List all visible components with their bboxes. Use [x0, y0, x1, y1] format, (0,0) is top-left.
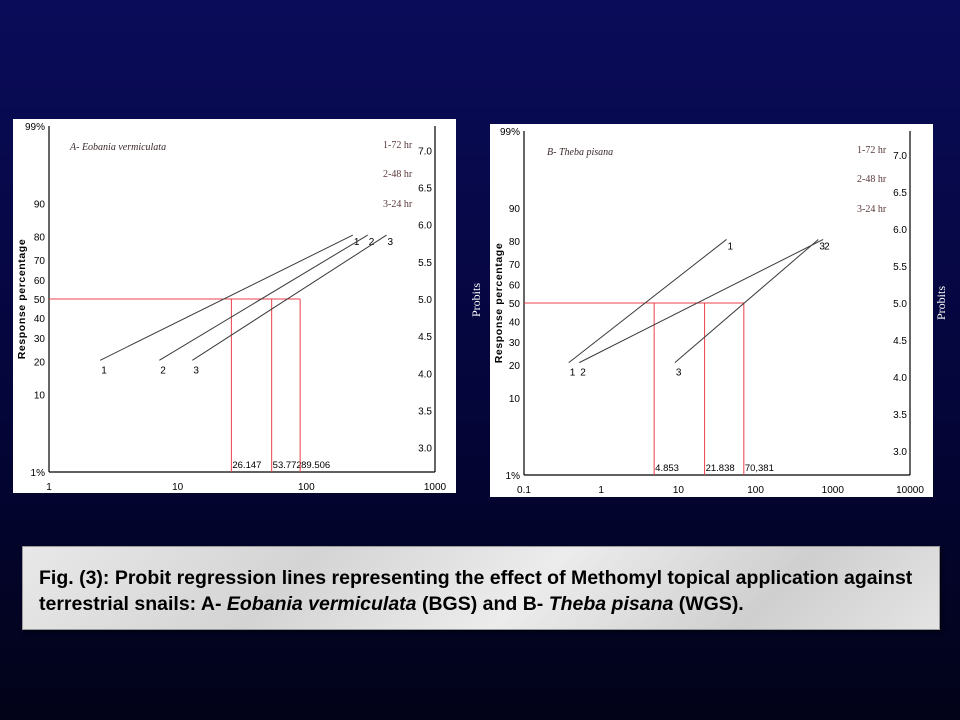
y-tick-label: 40 [34, 314, 46, 325]
y2-tick-label: 7.0 [893, 151, 907, 162]
series-end-label: 2 [369, 237, 375, 248]
series-line-1 [568, 239, 727, 364]
x-tick-label: 100 [747, 485, 764, 496]
y2-tick-label: 5.5 [418, 258, 432, 269]
chart-panel-a: 1% 10 20 30 40 50 60 70 80 90 99% 3.0 3.5 4.0 4.5 5.0 5.… [13, 119, 456, 493]
probit-chart-b: 1% 10 20 30 40 50 60 70 80 90 99% 3.0 3.5 4.0 4.5 5.0 5.… [490, 124, 933, 497]
caption-prefix: Fig. (3): Probit regression lines repres… [39, 567, 913, 615]
y2-tick-label: 7.0 [418, 146, 432, 157]
x-tick-label: 1 [598, 485, 604, 496]
y2-tick-label: 5.0 [418, 295, 432, 306]
series-end-label: 2 [824, 241, 830, 252]
legend-entry: 2-48 hr [383, 169, 413, 180]
chart-panel-b: 1% 10 20 30 40 50 60 70 80 90 99% 3.0 3.5 4.0 4.5 5.0 5.… [490, 124, 933, 497]
series-end-label: 3 [819, 241, 825, 252]
y2-tick-label: 6.5 [893, 188, 907, 199]
y2-tick-label: 4.0 [893, 373, 907, 384]
y2-axis-label: Probits [934, 286, 948, 321]
y-tick-label: 99% [25, 122, 45, 133]
series-start-label: 2 [160, 365, 166, 376]
series-line-2 [159, 234, 368, 361]
y-tick-label: 80 [34, 232, 46, 243]
x-tick-label: 10 [673, 485, 685, 496]
y-tick-label: 90 [34, 200, 46, 211]
series-end-label: 1 [728, 241, 734, 252]
y2-tick-label: 3.5 [893, 410, 907, 421]
y2-tick-label: 3.0 [893, 447, 907, 458]
lc50-value-label: 89.506 [301, 460, 330, 471]
legend-entry: 1-72 hr [857, 145, 887, 156]
chart-title: A- Eobania vermiculata [69, 142, 166, 153]
y-tick-label: 70 [509, 260, 521, 271]
y2-tick-label: 4.5 [893, 336, 907, 347]
legend-entry: 1-72 hr [383, 140, 413, 151]
legend-entry: 3-24 hr [383, 199, 413, 210]
y2-tick-label: 3.0 [418, 444, 432, 455]
y2-tick-label: 6.0 [418, 221, 432, 232]
y-tick-label: 20 [34, 358, 46, 369]
caption-species-a: Eobania vermiculata [226, 593, 417, 615]
y-tick-label: 30 [34, 334, 46, 345]
y-tick-label: 10 [34, 390, 46, 401]
figure-caption: Fig. (3): Probit regression lines repres… [22, 546, 940, 630]
series-line-3 [674, 239, 819, 364]
y-tick-label: 80 [509, 237, 521, 248]
series-line-1 [99, 234, 354, 361]
x-tick-label: 1000 [424, 482, 447, 493]
series-start-label: 3 [193, 365, 199, 376]
y2-tick-label: 6.0 [893, 225, 907, 236]
y2-tick-label: 4.5 [418, 332, 432, 343]
y-axis-label: Response percentage [16, 239, 28, 360]
y-axis-label: Response percentage [493, 243, 505, 364]
y-tick-label: 40 [509, 318, 521, 329]
lc50-value-label: 4.853 [655, 463, 679, 474]
y-tick-label: 99% [500, 127, 520, 138]
caption-species-b: Theba pisana [548, 593, 674, 615]
lc50-value-label: 70,381 [745, 463, 774, 474]
y-tick-label: 90 [509, 204, 521, 215]
y-tick-label: 60 [34, 276, 46, 287]
caption-suffix: (WGS). [673, 593, 744, 615]
series-line-3 [192, 234, 387, 361]
series-start-label: 1 [570, 368, 576, 379]
lc50-value-label: 26.147 [232, 460, 261, 471]
lc50-value-label: 21.838 [706, 463, 735, 474]
y2-axis-label: Probits [469, 283, 483, 318]
probit-chart-a: 1% 10 20 30 40 50 60 70 80 90 99% 3.0 3.5 4.0 4.5 5.0 5.… [13, 119, 456, 493]
x-tick-label: 1 [46, 482, 52, 493]
x-tick-label: 10000 [896, 485, 924, 496]
x-tick-label: 100 [298, 482, 315, 493]
chart-background [490, 124, 933, 497]
y-tick-label: 10 [509, 394, 521, 405]
y-tick-label: 50 [509, 299, 521, 310]
legend-entry: 2-48 hr [857, 174, 887, 185]
y2-tick-label: 4.0 [418, 369, 432, 380]
y2-tick-label: 5.0 [893, 299, 907, 310]
series-line-2 [579, 238, 824, 364]
y-tick-label: 20 [509, 361, 521, 372]
series-start-label: 2 [580, 368, 586, 379]
x-tick-label: 1000 [822, 485, 845, 496]
series-start-label: 3 [676, 368, 682, 379]
lc50-value-label: 53.772 [273, 460, 302, 471]
caption-middle: (BGS) and B- [416, 593, 549, 615]
x-tick-label: 10 [172, 482, 184, 493]
y-tick-label: 60 [509, 280, 521, 291]
chart-title: B- Theba pisana [547, 147, 613, 158]
y-tick-label: 1% [31, 468, 46, 479]
legend-entry: 3-24 hr [857, 204, 887, 215]
y2-tick-label: 3.5 [418, 407, 432, 418]
y-tick-label: 30 [509, 338, 521, 349]
y-tick-label: 70 [34, 256, 46, 267]
chart-background [13, 119, 456, 493]
y2-tick-label: 5.5 [893, 262, 907, 273]
y-tick-label: 50 [34, 295, 46, 306]
series-start-label: 1 [101, 365, 107, 376]
series-end-label: 1 [354, 237, 360, 248]
series-end-label: 3 [388, 237, 394, 248]
y2-tick-label: 6.5 [418, 183, 432, 194]
y-tick-label: 1% [506, 471, 521, 482]
x-tick-label: 0.1 [517, 485, 531, 496]
